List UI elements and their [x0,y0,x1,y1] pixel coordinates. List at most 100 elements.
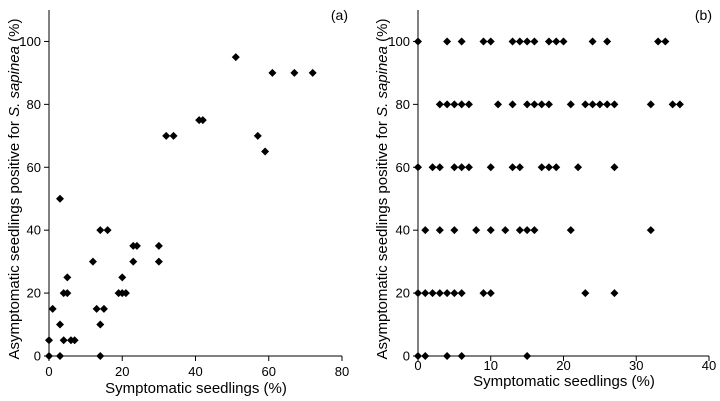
panel-b-data-point [421,289,430,298]
panel-b-data-point [435,100,444,109]
panel-b-xlabel: Symptomatic seedlings (%) [473,373,655,390]
panel-b-data-point [464,163,473,172]
panel-b-data-point [603,100,612,109]
panel-a-data-point [154,241,163,250]
panel-b-points [414,37,684,360]
panel-b-data-point [530,100,539,109]
panel-a-ytick-label: 80 [27,97,41,112]
panel-b-data-point [523,100,532,109]
panel-b-data-point [486,289,495,298]
panel-a-data-point [59,336,68,345]
panel-a-data-point [308,68,317,77]
panel-b-data-point [515,226,524,235]
panel-a-data-point [96,226,105,235]
panel-b-data-point [581,289,590,298]
panel-a-data-point [121,289,130,298]
panel-a-data-point [290,68,299,77]
panel-b-data-point [472,226,481,235]
panel-a-yticks: 0 20 40 60 80 100 [19,34,49,364]
panel-b-data-point [523,37,532,46]
panel-b-data-point [515,163,524,172]
panel-a-data-point [92,304,101,313]
panel-b-data-point [457,163,466,172]
panel-b-data-point [675,100,684,109]
panel-b-data-point [435,163,444,172]
panel-b-data-point [443,100,452,109]
panel-b-data-point [450,289,459,298]
panel-b-data-point [435,289,444,298]
panel-b-data-point [588,37,597,46]
panel-b-data-point [610,100,619,109]
panel-b-xtick-label: 10 [484,358,498,373]
panel-b-data-point [530,226,539,235]
panel-b-ytick-label: 40 [396,223,410,238]
panel-b-data-point [559,37,568,46]
panel-b-ytick-label: 80 [396,97,410,112]
panel-a-xtick-label: 80 [335,364,349,379]
panel-b-data-point [603,37,612,46]
panel-b-data-point [515,37,524,46]
panel-b-data-point [566,226,575,235]
panel-b-data-point [646,100,655,109]
panel-b-label: (b) [695,7,712,23]
panel-b-data-point [610,289,619,298]
panel-b-data-point [486,37,495,46]
panel-b-ylabel: Asymptomatic seedlings positive for S. s… [374,19,391,360]
panel-a-data-point [96,320,105,329]
panel-a-xtick-label: 60 [262,364,276,379]
panel-a-data-point [154,257,163,266]
panel-b-data-point [457,37,466,46]
panel-b-xtick-label: 0 [414,358,421,373]
panel-b-data-point [450,163,459,172]
panel-b-data-point [457,289,466,298]
panel-b-data-point [530,37,539,46]
panel-a-chart: Asymptomatic seedlings positive for S. s… [6,7,349,397]
panel-a-points [45,53,317,360]
panel-b-data-point [574,163,583,172]
panel-a-data-point [99,304,108,313]
panel-b-chart: Asymptomatic seedlings positive for S. s… [374,7,716,390]
panel-a-xlabel: Symptomatic seedlings (%) [105,380,287,397]
panel-b-xtick-label: 40 [702,358,716,373]
panel-b-data-point [457,100,466,109]
panel-b-data-point [443,37,452,46]
panel-a-data-point [231,53,240,62]
panel-b-data-point [610,163,619,172]
panel-b-data-point [508,100,517,109]
panel-b-data-point [428,289,437,298]
panel-b-data-point [537,163,546,172]
panel-b-data-point [450,226,459,235]
panel-a-ytick-label: 0 [34,349,41,364]
panel-a-data-point [55,194,64,203]
panel-b-ytick-label: 0 [403,349,410,364]
panel-b-data-point [508,37,517,46]
panel-a-data-point [118,273,127,282]
panel-b-data-point [428,163,437,172]
panel-b-data-point [421,226,430,235]
panel-a-axes [48,10,342,357]
panel-a-data-point [253,131,262,140]
panel-b-data-point [588,100,597,109]
panel-a-data-point [129,257,138,266]
panel-a-data-point [261,147,270,156]
panel-a-data-point [103,226,112,235]
panel-b-data-point [464,100,473,109]
panel-a-data-point [198,116,207,125]
panel-b-data-point [544,163,553,172]
panel-a-ytick-label: 100 [19,34,41,49]
panel-b-data-point [523,226,532,235]
panel-a-data-point [63,273,72,282]
panel-a-label: (a) [331,7,348,23]
panel-a-xtick-label: 0 [45,364,52,379]
panel-b-data-point [544,37,553,46]
panel-b-data-point [501,226,510,235]
panel-a-ylabel: Asymptomatic seedlings positive for S. s… [6,19,23,360]
panel-a-data-point [268,68,277,77]
panel-b-xticks: 0 10 20 30 40 [414,356,716,373]
panel-b-data-point [552,163,561,172]
panel-b-data-point [661,37,670,46]
panel-a-data-point [55,320,64,329]
panel-b-xtick-label: 30 [629,358,643,373]
panel-a-xtick-label: 20 [115,364,129,379]
